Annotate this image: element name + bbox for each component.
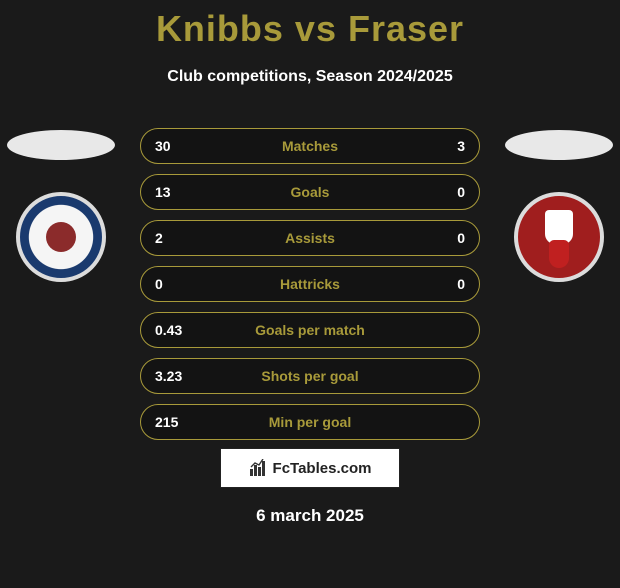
player-left-silhouette [7, 130, 115, 160]
stat-right-value: 3 [425, 138, 465, 154]
stat-left-value: 215 [155, 414, 195, 430]
stat-right-value: 0 [425, 184, 465, 200]
stat-right-value: 0 [425, 230, 465, 246]
stat-row: 2 Assists 0 [140, 220, 480, 256]
stats-table: 30 Matches 3 13 Goals 0 2 Assists 0 0 Ha… [140, 128, 480, 450]
stat-row: 215 Min per goal [140, 404, 480, 440]
stat-row: 0.43 Goals per match [140, 312, 480, 348]
player-right-silhouette [505, 130, 613, 160]
club-crest-crawley [514, 192, 604, 282]
stat-left-value: 0 [155, 276, 195, 292]
stat-label: Assists [195, 230, 425, 246]
stat-left-value: 0.43 [155, 322, 195, 338]
stat-label: Min per goal [195, 414, 425, 430]
stat-label: Goals [195, 184, 425, 200]
stat-row: 13 Goals 0 [140, 174, 480, 210]
stat-left-value: 2 [155, 230, 195, 246]
stat-right-value: 0 [425, 276, 465, 292]
stat-label: Goals per match [195, 322, 425, 338]
brand-badge[interactable]: FcTables.com [220, 448, 400, 488]
brand-text: FcTables.com [273, 460, 372, 477]
chart-bars-icon [249, 459, 269, 477]
stat-row: 3.23 Shots per goal [140, 358, 480, 394]
stat-label: Matches [195, 138, 425, 154]
date-label: 6 march 2025 [0, 506, 620, 526]
stat-label: Shots per goal [195, 368, 425, 384]
stat-left-value: 30 [155, 138, 195, 154]
player-left-column [6, 128, 116, 282]
stat-row: 0 Hattricks 0 [140, 266, 480, 302]
club-crest-reading [16, 192, 106, 282]
subtitle: Club competitions, Season 2024/2025 [0, 68, 620, 86]
page-title: Knibbs vs Fraser [0, 8, 620, 50]
stat-row: 30 Matches 3 [140, 128, 480, 164]
player-right-column [504, 128, 614, 282]
stat-label: Hattricks [195, 276, 425, 292]
stat-left-value: 3.23 [155, 368, 195, 384]
stat-left-value: 13 [155, 184, 195, 200]
